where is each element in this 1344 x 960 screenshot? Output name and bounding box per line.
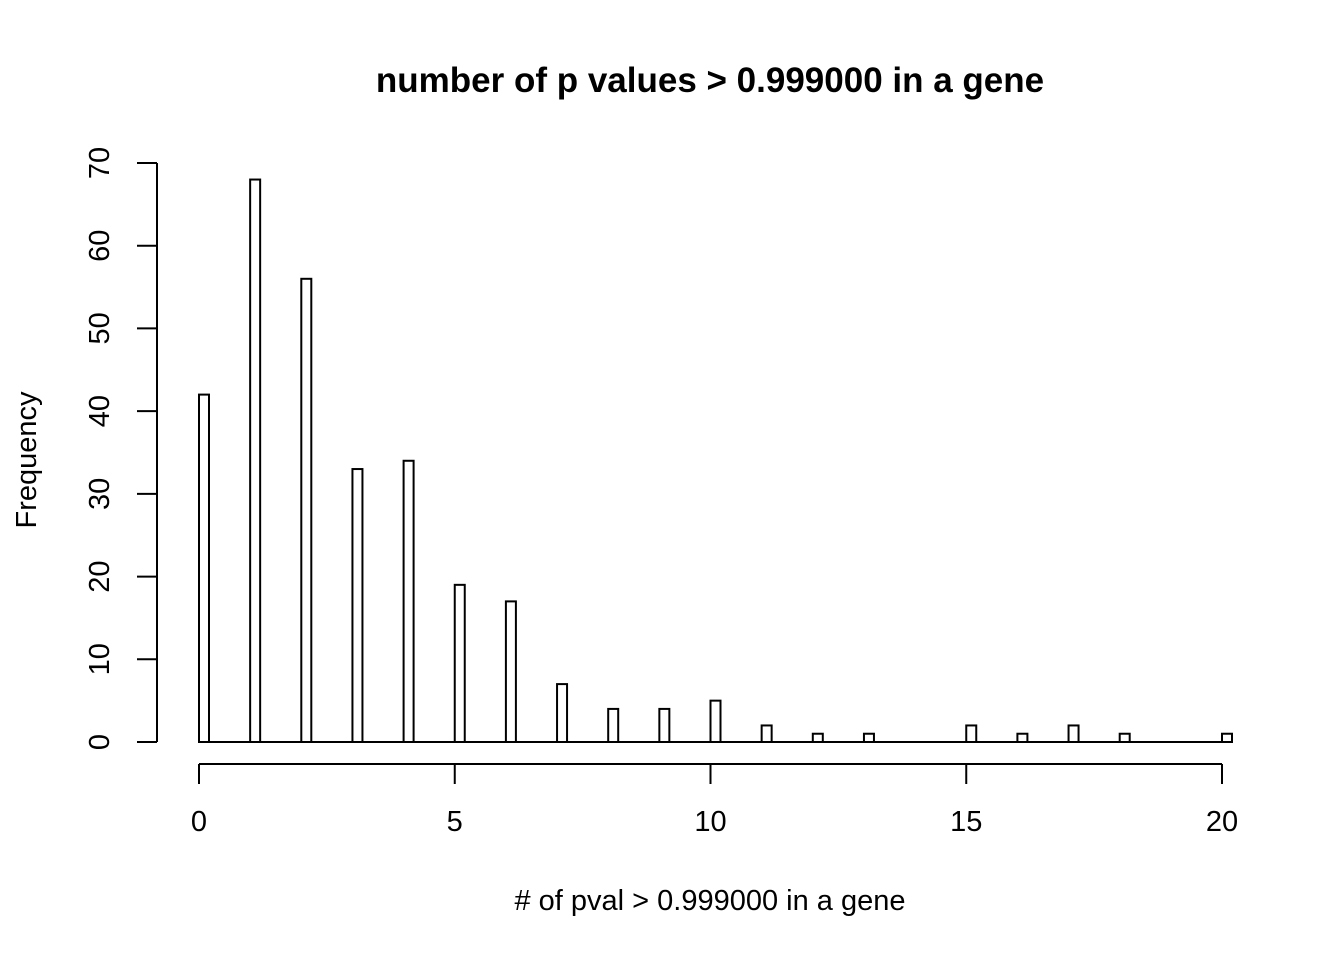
y-tick-label: 40 — [84, 395, 116, 427]
bar-17 — [1067, 724, 1080, 744]
x-tick-label: 10 — [694, 806, 726, 838]
bar-11 — [760, 724, 773, 744]
bar-7 — [556, 683, 569, 743]
bar-5 — [453, 583, 466, 743]
x-tick-label: 20 — [1206, 806, 1238, 838]
y-tick-label: 20 — [84, 560, 116, 592]
y-tick-label: 30 — [84, 478, 116, 510]
y-tick-label: 50 — [84, 312, 116, 344]
x-axis: 0 5 10 15 20 — [191, 763, 1238, 838]
x-tick-label: 15 — [950, 806, 982, 838]
y-tick-label: 10 — [84, 643, 116, 675]
bars-group — [198, 178, 1233, 744]
x-tick-label: 0 — [191, 806, 207, 838]
y-tick-label: 60 — [84, 230, 116, 262]
bar-0 — [198, 393, 210, 743]
bar-16 — [1016, 732, 1029, 744]
bar-18 — [1118, 732, 1131, 744]
bar-8 — [607, 707, 620, 744]
x-axis-label: # of pval > 0.999000 in a gene — [514, 885, 905, 917]
y-tick-label: 70 — [84, 147, 116, 179]
bar-13 — [862, 732, 875, 744]
y-axis-label: Frequency — [11, 391, 43, 529]
bar-20 — [1221, 732, 1233, 744]
bar-10 — [709, 699, 722, 744]
y-tick-label: 0 — [84, 734, 116, 750]
bar-6 — [504, 600, 517, 744]
chart-title: number of p values > 0.999000 in a gene — [376, 61, 1044, 100]
y-axis: 0 10 20 30 40 50 60 70 — [84, 147, 158, 750]
bar-15 — [965, 724, 978, 744]
bar-12 — [811, 732, 824, 744]
bar-2 — [300, 277, 313, 743]
bar-1 — [249, 178, 262, 744]
bar-9 — [658, 707, 671, 744]
bar-4 — [402, 459, 415, 743]
bar-3 — [351, 468, 364, 743]
x-tick-label: 5 — [447, 806, 463, 838]
